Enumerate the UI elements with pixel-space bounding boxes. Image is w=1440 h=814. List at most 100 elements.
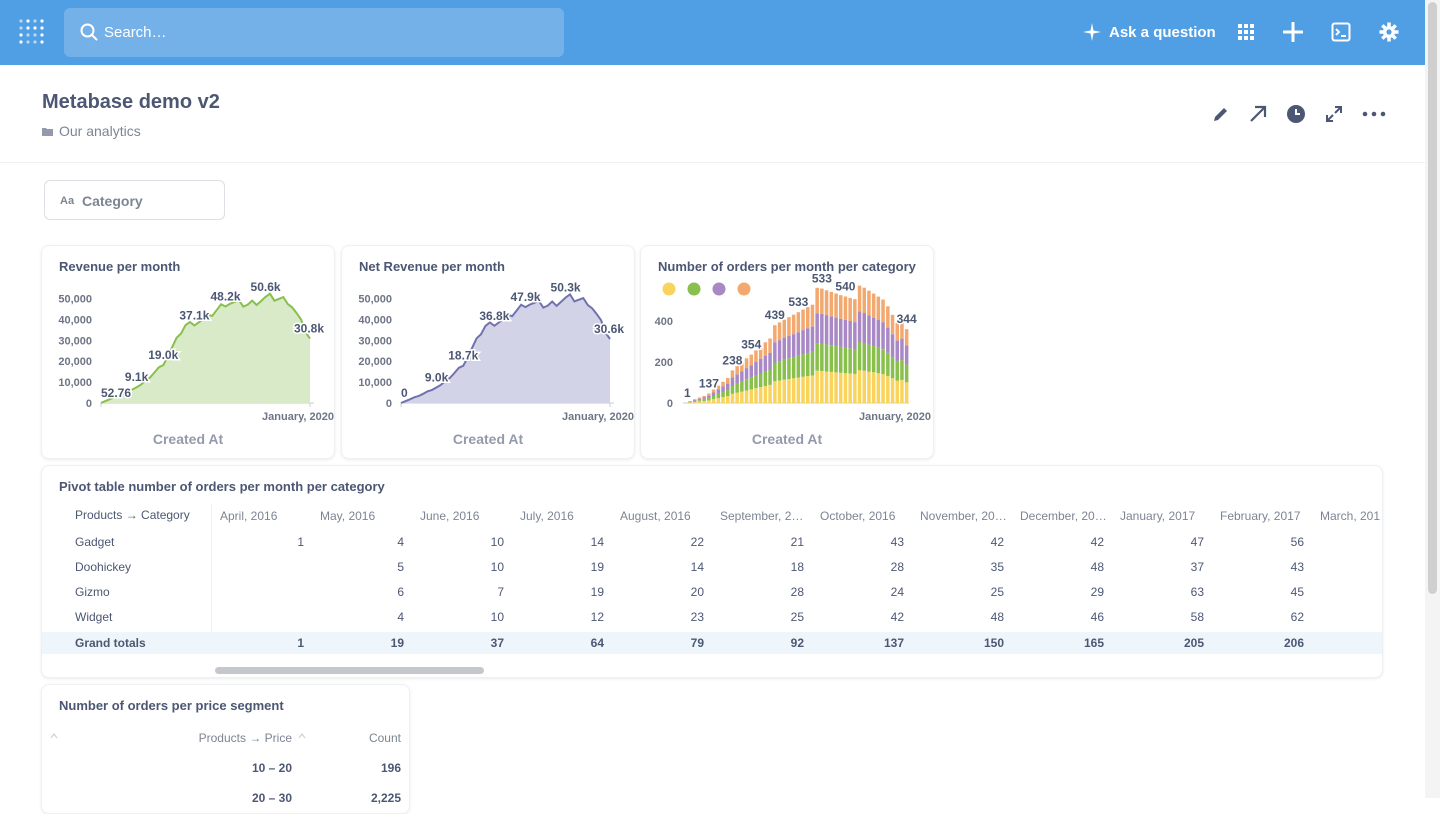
orders-per-category-card[interactable]: Number of orders per month per category … bbox=[640, 245, 934, 459]
pivot-cell: 63 bbox=[1112, 585, 1204, 599]
sort-up-icon[interactable] bbox=[50, 733, 58, 739]
column-header[interactable]: September, 2… bbox=[720, 509, 812, 523]
bar-segment bbox=[731, 394, 735, 403]
pivot-cell: 43 bbox=[812, 535, 904, 549]
column-header[interactable]: April, 2016 bbox=[220, 509, 312, 523]
category-filter-label: Category bbox=[82, 193, 143, 209]
bar-segment bbox=[693, 401, 697, 402]
pivot-cell: 43 bbox=[1212, 560, 1304, 574]
page-scrollbar[interactable] bbox=[1425, 0, 1440, 798]
bar-segment bbox=[839, 373, 843, 403]
x-tick-label: January, 2020 bbox=[859, 411, 931, 423]
bar-segment bbox=[698, 399, 702, 400]
bar-segment bbox=[778, 340, 782, 361]
bar-segment bbox=[820, 314, 824, 344]
data-label: 533 bbox=[812, 272, 832, 286]
bar-segment bbox=[834, 318, 838, 347]
row-label: Gizmo bbox=[75, 585, 205, 599]
net-revenue-area-chart[interactable]: 50,00040,00030,00020,00010,000009.0k18.7… bbox=[342, 246, 636, 460]
price-segment-card[interactable]: Number of orders per price segment Produ… bbox=[41, 684, 410, 814]
fullscreen-icon[interactable] bbox=[1324, 104, 1344, 124]
pivot-cell: 37 bbox=[1112, 560, 1204, 574]
apps-grid-icon[interactable] bbox=[1236, 22, 1256, 42]
revenue-area-chart[interactable]: 50,00040,00030,00020,00010,000052.769.1k… bbox=[42, 246, 336, 460]
bar-segment bbox=[900, 339, 904, 361]
pivot-cell: 42 bbox=[812, 610, 904, 624]
orders-stacked-bar-chart[interactable]: 40020001137238354439533533540344January,… bbox=[641, 246, 935, 460]
category-filter[interactable]: Aa Category bbox=[44, 180, 225, 220]
bar-segment bbox=[702, 401, 706, 403]
pivot-cell: 24 bbox=[812, 585, 904, 599]
scrollbar-thumb[interactable] bbox=[1428, 2, 1437, 594]
bar-segment bbox=[839, 319, 843, 347]
dashboard-title[interactable]: Metabase demo v2 bbox=[42, 91, 220, 114]
bar-segment bbox=[820, 289, 824, 314]
plus-icon[interactable] bbox=[1283, 22, 1303, 42]
pivot-cell: 19 bbox=[512, 560, 604, 574]
bar-segment bbox=[881, 349, 885, 374]
bar-segment bbox=[820, 344, 824, 372]
share-arrow-icon[interactable] bbox=[1248, 104, 1268, 124]
grand-total-cell: 205 bbox=[1112, 636, 1204, 650]
column-header[interactable]: January, 2017 bbox=[1120, 509, 1212, 523]
bar-segment bbox=[815, 343, 819, 371]
bar-segment bbox=[792, 315, 796, 334]
column-header[interactable]: June, 2016 bbox=[420, 509, 512, 523]
column-header[interactable]: August, 2016 bbox=[620, 509, 712, 523]
grand-total-cell: 92 bbox=[712, 636, 804, 650]
card-title[interactable]: Number of orders per price segment bbox=[59, 698, 284, 713]
bar-segment bbox=[764, 342, 768, 355]
bar-segment bbox=[726, 378, 730, 384]
pivot-table-card[interactable]: Pivot table number of orders per month p… bbox=[41, 465, 1383, 678]
bar-segment bbox=[759, 374, 763, 388]
column-header[interactable]: March, 201 bbox=[1320, 509, 1383, 523]
more-options-icon[interactable] bbox=[1362, 104, 1386, 124]
row-label: Widget bbox=[75, 610, 205, 624]
pivot-cell: 21 bbox=[712, 535, 804, 549]
y-tick-label: 50,000 bbox=[358, 293, 392, 305]
column-header[interactable]: May, 2016 bbox=[320, 509, 412, 523]
count-column-header[interactable]: Count bbox=[332, 731, 401, 745]
legend-dot bbox=[663, 283, 676, 296]
clock-history-icon[interactable] bbox=[1286, 104, 1306, 124]
bar-segment bbox=[900, 380, 904, 403]
bar-segment bbox=[844, 320, 848, 348]
column-header[interactable]: February, 2017 bbox=[1220, 509, 1312, 523]
search-bar[interactable]: Search… bbox=[64, 8, 564, 57]
ask-question-button[interactable]: Ask a question bbox=[1083, 23, 1216, 41]
bar-segment bbox=[905, 329, 909, 345]
y-tick-label: 0 bbox=[667, 398, 673, 410]
card-title[interactable]: Pivot table number of orders per month p… bbox=[59, 479, 385, 494]
sort-up-icon[interactable] bbox=[298, 733, 306, 739]
metabase-logo-icon[interactable] bbox=[18, 18, 46, 48]
bar-segment bbox=[754, 362, 758, 376]
horizontal-scrollbar-thumb[interactable] bbox=[215, 667, 484, 674]
row-label: Gadget bbox=[75, 535, 205, 549]
column-header[interactable]: October, 2016 bbox=[820, 509, 912, 523]
bar-segment bbox=[735, 366, 739, 374]
grand-total-cell: 150 bbox=[912, 636, 1004, 650]
bar-segment bbox=[745, 368, 749, 380]
pivot-cell: 25 bbox=[912, 585, 1004, 599]
bar-segment bbox=[896, 381, 900, 403]
bar-segment bbox=[764, 371, 768, 386]
bar-segment bbox=[905, 345, 909, 364]
collection-breadcrumb[interactable]: Our analytics bbox=[42, 123, 141, 139]
pivot-cell: 14 bbox=[512, 535, 604, 549]
price-column-header[interactable]: Products → Price bbox=[192, 731, 292, 745]
bar-segment bbox=[698, 398, 702, 399]
sql-editor-icon[interactable] bbox=[1331, 22, 1351, 42]
edit-pencil-icon[interactable] bbox=[1211, 104, 1231, 124]
x-axis-label: Created At bbox=[641, 431, 933, 447]
column-header[interactable]: December, 20… bbox=[1020, 509, 1112, 523]
bar-segment bbox=[867, 291, 871, 316]
bar-segment bbox=[905, 365, 909, 383]
column-header[interactable]: November, 20… bbox=[920, 509, 1012, 523]
x-axis-label: Created At bbox=[342, 431, 634, 447]
bar-segment bbox=[792, 357, 796, 378]
column-header[interactable]: July, 2016 bbox=[520, 509, 612, 523]
gear-icon[interactable] bbox=[1379, 22, 1399, 42]
pivot-cell: 6 bbox=[312, 585, 404, 599]
